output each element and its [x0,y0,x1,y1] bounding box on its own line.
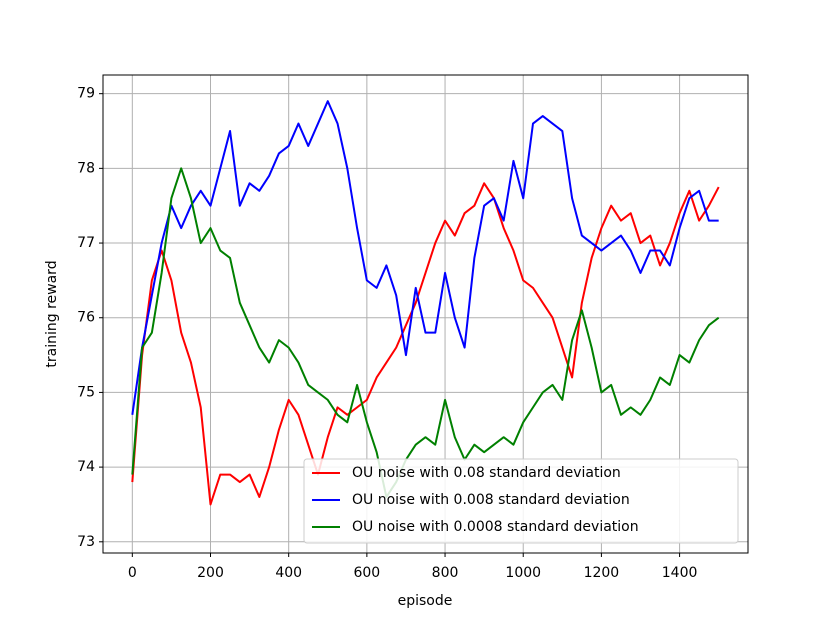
x-tick-label: 0 [128,565,137,581]
legend-label: OU noise with 0.08 standard deviation [352,465,621,481]
legend-box [303,458,739,544]
y-tick-label: 77 [77,235,95,251]
series-line [131,100,719,415]
x-axis-label: episode [398,593,453,609]
legend-label: OU noise with 0.008 standard deviation [352,492,630,508]
series-line [131,167,720,498]
legend-label: OU noise with 0.0008 standard deviation [352,519,639,535]
x-tick-label: 800 [432,565,459,581]
x-tick-label: 400 [275,565,302,581]
x-tick-label: 600 [353,565,380,581]
y-tick-label: 79 [77,86,95,102]
x-tick-label: 200 [197,565,224,581]
plot-frame [102,74,749,554]
y-tick-label: 73 [77,534,95,550]
legend: OU noise with 0.08 standard deviation OU … [303,458,739,544]
y-tick-label: 76 [77,310,95,326]
x-tick-label: 1200 [584,565,620,581]
x-tick-label: 1000 [505,565,541,581]
y-tick-label: 74 [77,459,95,475]
y-tick-label: 78 [77,160,95,176]
x-tick-label: 1400 [662,565,698,581]
y-axis-label: training reward [44,260,60,367]
series-line [131,182,720,506]
y-tick-label: 75 [77,384,95,400]
